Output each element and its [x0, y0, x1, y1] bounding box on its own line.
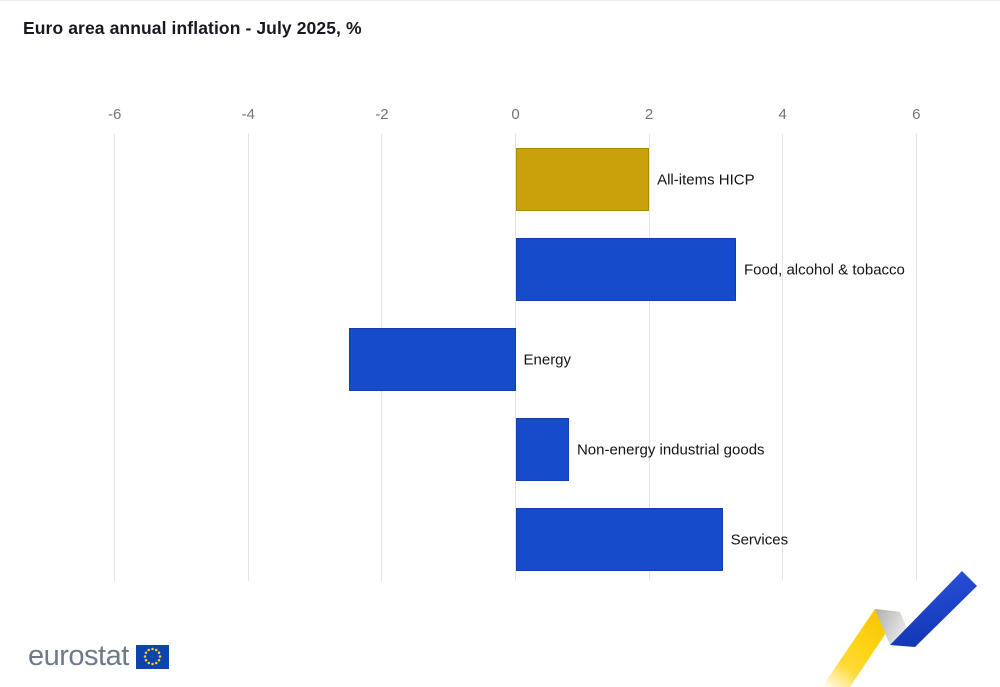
- bar-energy: [348, 328, 516, 391]
- x-axis-tick-label: 0: [511, 106, 520, 123]
- bar-all-items-hicp: [515, 148, 650, 211]
- gridline: [515, 134, 516, 581]
- gridline: [648, 134, 650, 581]
- gridline: [782, 134, 784, 581]
- eu-flag-icon: [135, 644, 169, 669]
- x-axis-tick-label: -6: [108, 106, 122, 123]
- x-axis-tick-label: 2: [644, 106, 654, 123]
- category-label-non-energy-industrial-goods: Non-energy industrial goods: [576, 441, 765, 458]
- bar-food-alcohol-tobacco: [515, 238, 736, 301]
- category-label-all-items-hicp: All-items HICP: [657, 171, 755, 188]
- category-label-services: Services: [730, 531, 789, 548]
- x-axis-tick-label: -2: [375, 106, 389, 123]
- gridline: [247, 134, 249, 581]
- x-axis-tick-label: 4: [778, 106, 787, 123]
- eurostat-wordmark: eurostat: [28, 640, 129, 672]
- category-label-energy: Energy: [523, 351, 572, 368]
- gridline: [114, 134, 116, 581]
- x-axis-tick-label: -4: [241, 106, 255, 123]
- bar-non-energy-industrial-goods: [515, 418, 569, 481]
- gridline: [915, 134, 917, 581]
- bar-services: [515, 508, 723, 571]
- category-label-food-alcohol-tobacco: Food, alcohol & tobacco: [743, 261, 905, 278]
- eurostat-ribbon-icon: [822, 571, 977, 687]
- eurostat-logo: eurostat: [28, 642, 169, 671]
- chart-title: Euro area annual inflation - July 2025, …: [23, 18, 362, 38]
- x-axis-tick-label: 6: [912, 106, 921, 123]
